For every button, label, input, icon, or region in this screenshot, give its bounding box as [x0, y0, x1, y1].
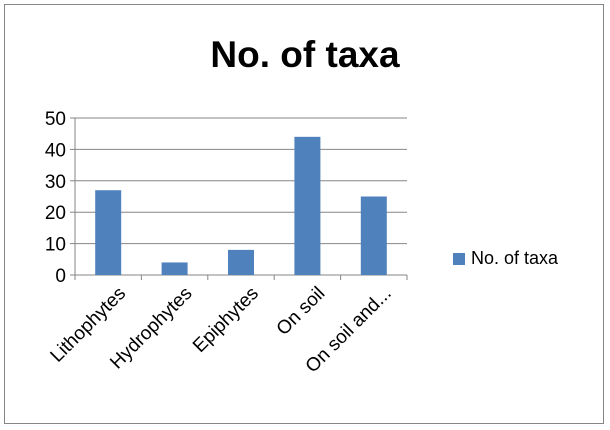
legend-swatch	[453, 252, 465, 265]
y-tick-label: 40	[45, 140, 66, 161]
x-tick-label: Epiphytes	[189, 283, 263, 357]
bar	[95, 190, 122, 275]
chart-title: No. of taxa	[210, 34, 400, 75]
bar	[294, 136, 321, 275]
y-tick-label: 0	[55, 266, 66, 287]
legend: No. of taxa	[453, 248, 558, 269]
y-tick-label: 50	[45, 109, 66, 130]
y-tick-label: 10	[45, 235, 66, 256]
bar	[360, 196, 387, 275]
y-tick-label: 30	[45, 172, 66, 193]
legend-label: No. of taxa	[471, 248, 559, 268]
x-tick-label: On soil	[273, 283, 330, 340]
bar	[161, 262, 188, 275]
bar	[228, 249, 254, 275]
y-tick-label: 20	[45, 203, 66, 224]
